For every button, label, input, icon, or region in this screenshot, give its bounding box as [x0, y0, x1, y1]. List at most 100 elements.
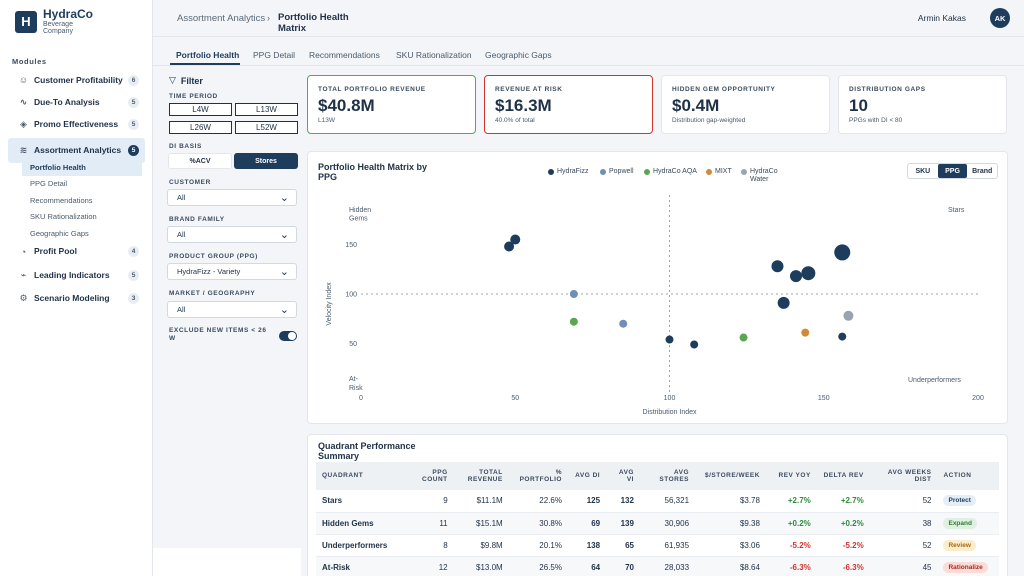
sidebar-item-assortment-analytics[interactable]: ≋ Assortment Analytics 5: [8, 138, 145, 163]
time-period-l13w[interactable]: L13W: [235, 103, 298, 116]
column-header[interactable]: $/STORE/WEEK: [695, 462, 766, 490]
column-header[interactable]: DELTA REV: [816, 462, 870, 490]
table-row[interactable]: At-Risk 12 $13.0M 26.5% 64 70 28,033 $8.64 -6.3%…: [316, 556, 999, 576]
avatar[interactable]: AK: [990, 8, 1010, 28]
sub-nav-portfolio-health[interactable]: Portfolio Health: [22, 159, 142, 176]
column-header[interactable]: AVG VI: [606, 462, 640, 490]
sidebar-item-promo-effectiveness[interactable]: ◈ Promo Effectiveness 5: [8, 112, 145, 137]
action-badge[interactable]: Review: [943, 539, 976, 551]
customer-select[interactable]: All ⌄: [167, 189, 297, 206]
sub-nav-recommendations[interactable]: Recommendations: [30, 195, 93, 205]
cell-weeks: 52: [869, 534, 938, 557]
count-badge: 5: [128, 145, 139, 156]
kpi-subtitle: 40.0% of total: [495, 117, 535, 124]
portfolio-matrix-card: Portfolio Health Matrix by PPG HydraFizz…: [307, 151, 1008, 424]
column-header[interactable]: AVG DI: [567, 462, 607, 490]
action-badge[interactable]: Rationalize: [943, 561, 988, 573]
column-header[interactable]: AVG STORES: [639, 462, 696, 490]
chevron-down-icon: ⌄: [279, 229, 289, 241]
time-period-l26w[interactable]: L26W: [169, 121, 232, 134]
cell-quadrant: At-Risk: [316, 556, 410, 576]
legend-swatch: [706, 169, 712, 175]
kpi-value: 10: [849, 96, 868, 115]
breadcrumb-parent[interactable]: Assortment Analytics: [177, 13, 266, 24]
cell-pct: 30.8%: [508, 512, 568, 535]
modules-label: Modules: [12, 57, 47, 66]
time-period-l52w[interactable]: L52W: [235, 121, 298, 134]
column-header[interactable]: ACTION: [937, 462, 999, 490]
legend-swatch: [600, 169, 606, 175]
sidebar-item-leading-indicators[interactable]: ⌁ Leading Indicators 5: [8, 263, 145, 288]
toggle-brand[interactable]: Brand: [972, 167, 993, 175]
users-icon: ☺: [18, 75, 29, 85]
legend-item-hydraco-water[interactable]: HydraCo Water: [741, 168, 797, 184]
exclude-new-items-toggle[interactable]: [279, 331, 297, 341]
toggle-sku[interactable]: SKU: [915, 167, 931, 175]
cell-weeks: 52: [869, 490, 938, 513]
sidebar: H HydraCo Beverage Company Modules ☺ Cust…: [0, 0, 153, 576]
tab-geographic-gaps[interactable]: Geographic Gaps: [485, 50, 552, 60]
sidebar-item-customer-profitability[interactable]: ☺ Customer Profitability 6: [8, 68, 145, 92]
quadrant-label-hidden-gems: Hidden Gems: [349, 207, 371, 223]
cell-yoy: -5.2%: [765, 534, 817, 557]
legend-label: MIXT: [715, 168, 732, 175]
sidebar-item-due-to-analysis[interactable]: ∿ Due-To Analysis 5: [8, 92, 145, 112]
legend-swatch: [741, 169, 747, 175]
trend-icon: ∿: [19, 96, 28, 107]
tab-ppg-detail[interactable]: PPG Detail: [253, 50, 296, 60]
column-header[interactable]: REV YOY: [765, 462, 817, 490]
column-header[interactable]: TOTAL REVENUE: [453, 462, 509, 490]
y-tick-label: 50: [349, 341, 357, 348]
tab-sku-rationalization[interactable]: SKU Rationalization: [396, 50, 472, 60]
column-header[interactable]: PPG COUNT: [409, 462, 454, 490]
sub-nav-geographic-gaps[interactable]: Geographic Gaps: [30, 228, 89, 238]
action-badge[interactable]: Expand: [943, 517, 977, 529]
table-row[interactable]: Underperformers 8 $9.8M 20.1% 138 65 61,935 $3.…: [316, 534, 999, 557]
cell-ppg: 11: [409, 512, 454, 535]
legend-item-hydrafizz[interactable]: HydraFizz: [548, 168, 610, 176]
legend-item-popwell[interactable]: Popwell: [600, 168, 652, 176]
count-badge: 5: [128, 96, 139, 108]
tab-recommendations[interactable]: Recommendations: [309, 50, 380, 60]
blank-panel: [153, 548, 301, 576]
action-badge[interactable]: Protect: [943, 495, 976, 507]
sidebar-item-profit-pool[interactable]: ◔ Profit Pool 4: [8, 241, 145, 262]
sidebar-item-scenario-modeling[interactable]: ⚙ Scenario Modeling 3: [8, 289, 145, 307]
cell-rev: $15.1M: [453, 512, 509, 535]
x-tick-label: 50: [511, 395, 519, 402]
table-row[interactable]: Hidden Gems 11 $15.1M 30.8% 69 139 30,906 $9.38…: [316, 512, 999, 535]
sub-nav-sku-rationalization[interactable]: SKU Rationalization: [30, 212, 97, 222]
cell-pct: 26.5%: [508, 556, 568, 576]
cell-weeks: 45: [869, 556, 938, 576]
toggle-ppg[interactable]: PPG: [937, 164, 968, 178]
di-basis-stores[interactable]: Stores: [234, 153, 298, 169]
di-basis-label: DI BASIS: [169, 143, 202, 150]
legend-item-hydraco-aqa[interactable]: HydraCo AQA: [644, 168, 716, 176]
kpi-card-revenue-at-risk: REVENUE AT RISK $16.3M 40.0% of total: [484, 75, 653, 134]
legend-label: HydraFizz: [557, 168, 589, 175]
column-header[interactable]: % PORTFOLIO: [508, 462, 568, 490]
data-point-hydrafizz: [838, 332, 847, 341]
sub-nav-ppg-detail[interactable]: PPG Detail: [30, 179, 68, 189]
kpi-title: TOTAL PORTFOLIO REVENUE: [318, 86, 426, 93]
tab-portfolio-health[interactable]: Portfolio Health: [176, 50, 240, 60]
column-header[interactable]: AVG WEEKS DIST: [869, 462, 938, 490]
product-group-select[interactable]: HydraFizz - Variety ⌄: [167, 263, 297, 280]
count-badge: 3: [128, 292, 139, 304]
data-point-hydrafizz: [510, 234, 521, 245]
di-basis-acv[interactable]: %ACV: [168, 153, 232, 169]
kpi-subtitle: L13W: [318, 117, 335, 124]
legend-item-mixt[interactable]: MIXT: [706, 168, 740, 176]
brand-logo[interactable]: H HydraCo Beverage Company: [15, 8, 93, 36]
chevron-down-icon: ⌄: [279, 266, 289, 278]
quadrant-summary-card: Quadrant Performance Summary QUADRANT PPG…: [307, 434, 1008, 576]
market-select[interactable]: All ⌄: [167, 301, 297, 318]
cell-ppg: 8: [409, 534, 454, 557]
table-row[interactable]: Stars 9 $11.1M 22.6% 125 132 56,321 $3.78 +2.7% +…: [316, 490, 999, 513]
time-period-label: TIME PERIOD: [169, 93, 218, 100]
brand-family-select[interactable]: All ⌄: [167, 226, 297, 243]
time-period-l4w[interactable]: L4W: [169, 103, 232, 116]
cell-vi: 139: [606, 512, 640, 535]
column-header[interactable]: QUADRANT: [316, 462, 410, 490]
cell-vi: 132: [606, 490, 640, 513]
